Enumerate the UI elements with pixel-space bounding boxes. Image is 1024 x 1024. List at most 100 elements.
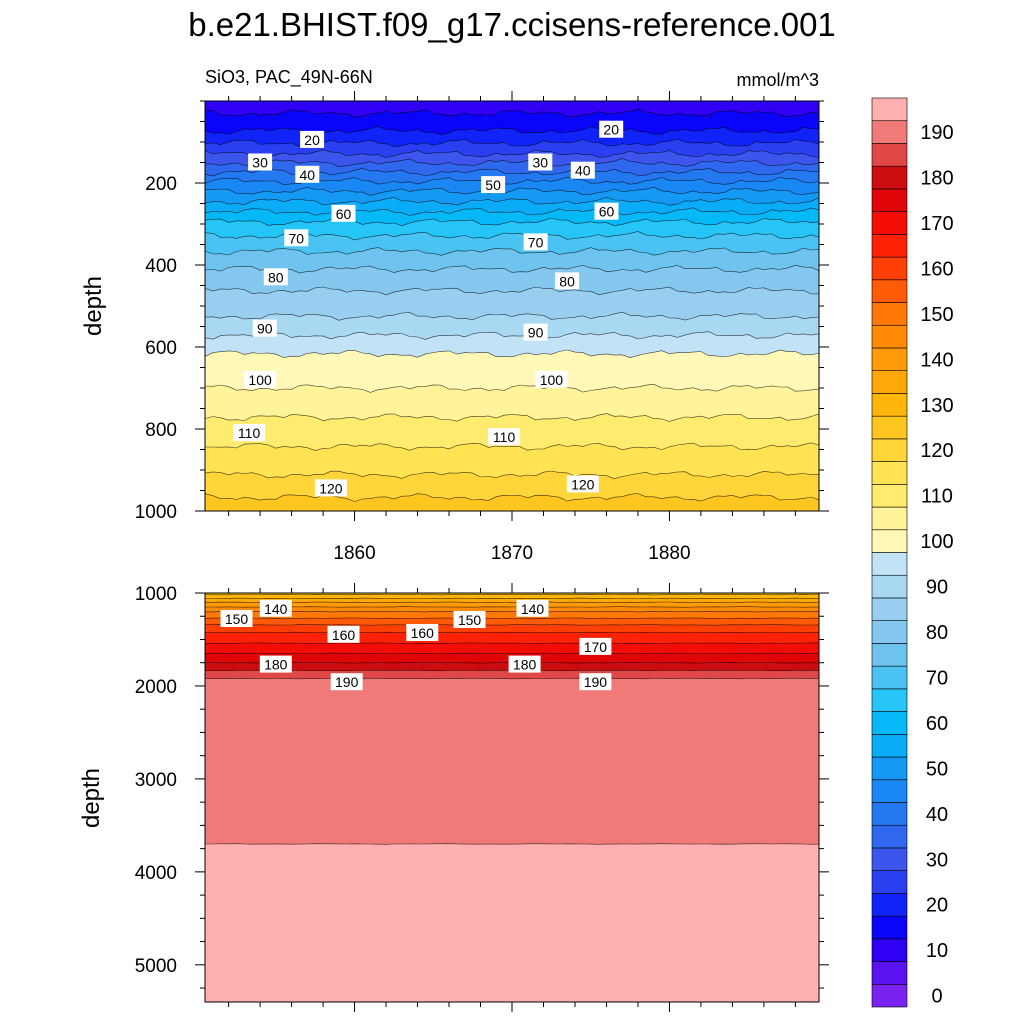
- contour-label-text: 80: [268, 269, 284, 285]
- contour-line: [205, 264, 819, 274]
- contour-line: [205, 652, 819, 655]
- colorbar-swatch: [871, 983, 908, 1008]
- lower-depth-panel: 150 140 160 160 150 140 170 180 180 190 190 1000 20…: [78, 583, 829, 1012]
- contour-label-box: [259, 655, 292, 673]
- contour-label-box: [220, 610, 253, 627]
- colorbar-label: 120: [920, 440, 953, 462]
- y-tick-label: 2000: [135, 677, 177, 698]
- contour-label-text: 190: [584, 674, 608, 690]
- colorbar-swatch: [871, 824, 908, 849]
- colorbar-swatch: [871, 120, 908, 144]
- contour-label: 70: [523, 233, 548, 251]
- contour-label-box: [570, 161, 595, 179]
- colorbar-swatch: [871, 733, 908, 758]
- colorbar-label: 50: [926, 758, 948, 780]
- colorbar-label: 130: [920, 395, 953, 417]
- contour-label: 180: [259, 655, 292, 673]
- contour-line: [205, 286, 819, 296]
- colorbar-swatch: [871, 938, 908, 962]
- colorbar-swatch: [871, 256, 908, 281]
- colorbar-swatch: [871, 961, 908, 985]
- contour-line: [205, 186, 819, 196]
- colorbar-label: 190: [920, 122, 953, 144]
- colorbar-swatch: [871, 779, 908, 803]
- contour-label-text: 110: [238, 425, 261, 441]
- contour-label-box: [233, 424, 266, 442]
- x-tick-label: 1880: [648, 543, 690, 564]
- filled-band: [205, 843, 819, 1002]
- contour-label: 140: [259, 599, 292, 617]
- colorbar-swatch: [871, 234, 908, 258]
- colorbar-swatch: [871, 870, 908, 894]
- contour-label-text: 150: [225, 611, 249, 627]
- contour-line: [205, 108, 819, 118]
- contour-label: 100: [535, 370, 568, 388]
- colorbar-label: 20: [926, 895, 948, 917]
- contour-line: [205, 677, 819, 680]
- contour-label: 90: [252, 319, 277, 337]
- colorbar-label: 110: [921, 486, 953, 508]
- colorbar-label: 90: [926, 577, 948, 599]
- y-tick-label: 3000: [135, 770, 177, 791]
- contour-label: 20: [300, 130, 325, 148]
- contour-label-box: [295, 165, 320, 183]
- contour-label: 180: [508, 655, 541, 673]
- contour-line: [205, 442, 819, 451]
- contour-line: [205, 413, 819, 422]
- y-tick-label: 600: [145, 338, 177, 359]
- contour-label: 50: [481, 176, 506, 194]
- contour-label-box: [284, 229, 309, 247]
- contour-label-box: [508, 655, 541, 673]
- contour-label-text: 90: [528, 325, 544, 341]
- contour-line: [205, 217, 819, 227]
- colorbar-swatch: [871, 165, 908, 190]
- contour-label: 40: [295, 165, 320, 183]
- colorbar-swatch: [871, 324, 908, 349]
- contour-label-text: 110: [493, 429, 516, 445]
- colorbar-label: 40: [926, 804, 948, 826]
- colorbar-swatch: [871, 211, 908, 235]
- colorbar-swatch: [871, 529, 908, 553]
- colorbar-swatch: [871, 506, 908, 531]
- contour-line: [205, 247, 819, 256]
- contour-label-text: 180: [513, 657, 537, 673]
- colorbar-label: 70: [926, 668, 948, 690]
- colorbar-swatch: [871, 143, 908, 167]
- colorbar-label: 80: [926, 622, 948, 644]
- colorbar-swatch: [871, 847, 908, 871]
- contour-line: [205, 617, 819, 619]
- contour-line: [205, 624, 819, 626]
- colorbar-swatch: [871, 643, 908, 667]
- colorbar-swatch: [871, 302, 908, 326]
- contour-label-box: [252, 319, 277, 337]
- colorbar-swatch: [871, 188, 908, 212]
- contour-label: 40: [570, 161, 595, 179]
- contour-label-text: 170: [584, 639, 608, 655]
- contour-label: 120: [566, 475, 599, 493]
- contour-label: 170: [579, 637, 612, 655]
- upper-depth-panel: 20 20 30 40 30 40 50 60 60 70 70 80 80 90 90 100 100 110 1…: [80, 91, 829, 564]
- colorbar-swatch: [871, 461, 908, 485]
- contour-label: 80: [263, 268, 288, 286]
- contour-label-text: 20: [304, 132, 320, 148]
- contour-label: 140: [516, 599, 549, 617]
- colorbar-swatch: [871, 393, 908, 417]
- y-tick-label: 800: [145, 420, 177, 441]
- contour-label: 60: [594, 202, 619, 220]
- contour-label: 190: [330, 673, 363, 691]
- y-tick-label: 5000: [135, 956, 177, 977]
- contour-label-text: 150: [458, 612, 482, 628]
- colorbar-swatch: [871, 574, 908, 599]
- contour-label-box: [594, 202, 619, 220]
- colorbar-swatch: [871, 756, 908, 781]
- colorbar-label: 100: [920, 531, 953, 553]
- contour-label-box: [327, 625, 360, 643]
- contour-line: [205, 383, 819, 393]
- contour-label-box: [481, 176, 506, 194]
- contour-label-text: 40: [300, 167, 316, 183]
- contour-line: [205, 631, 819, 634]
- contour-line: [205, 593, 819, 596]
- colorbar-swatch: [871, 893, 908, 917]
- contour-label: 120: [314, 479, 347, 497]
- colorbar-swatch: [871, 915, 908, 940]
